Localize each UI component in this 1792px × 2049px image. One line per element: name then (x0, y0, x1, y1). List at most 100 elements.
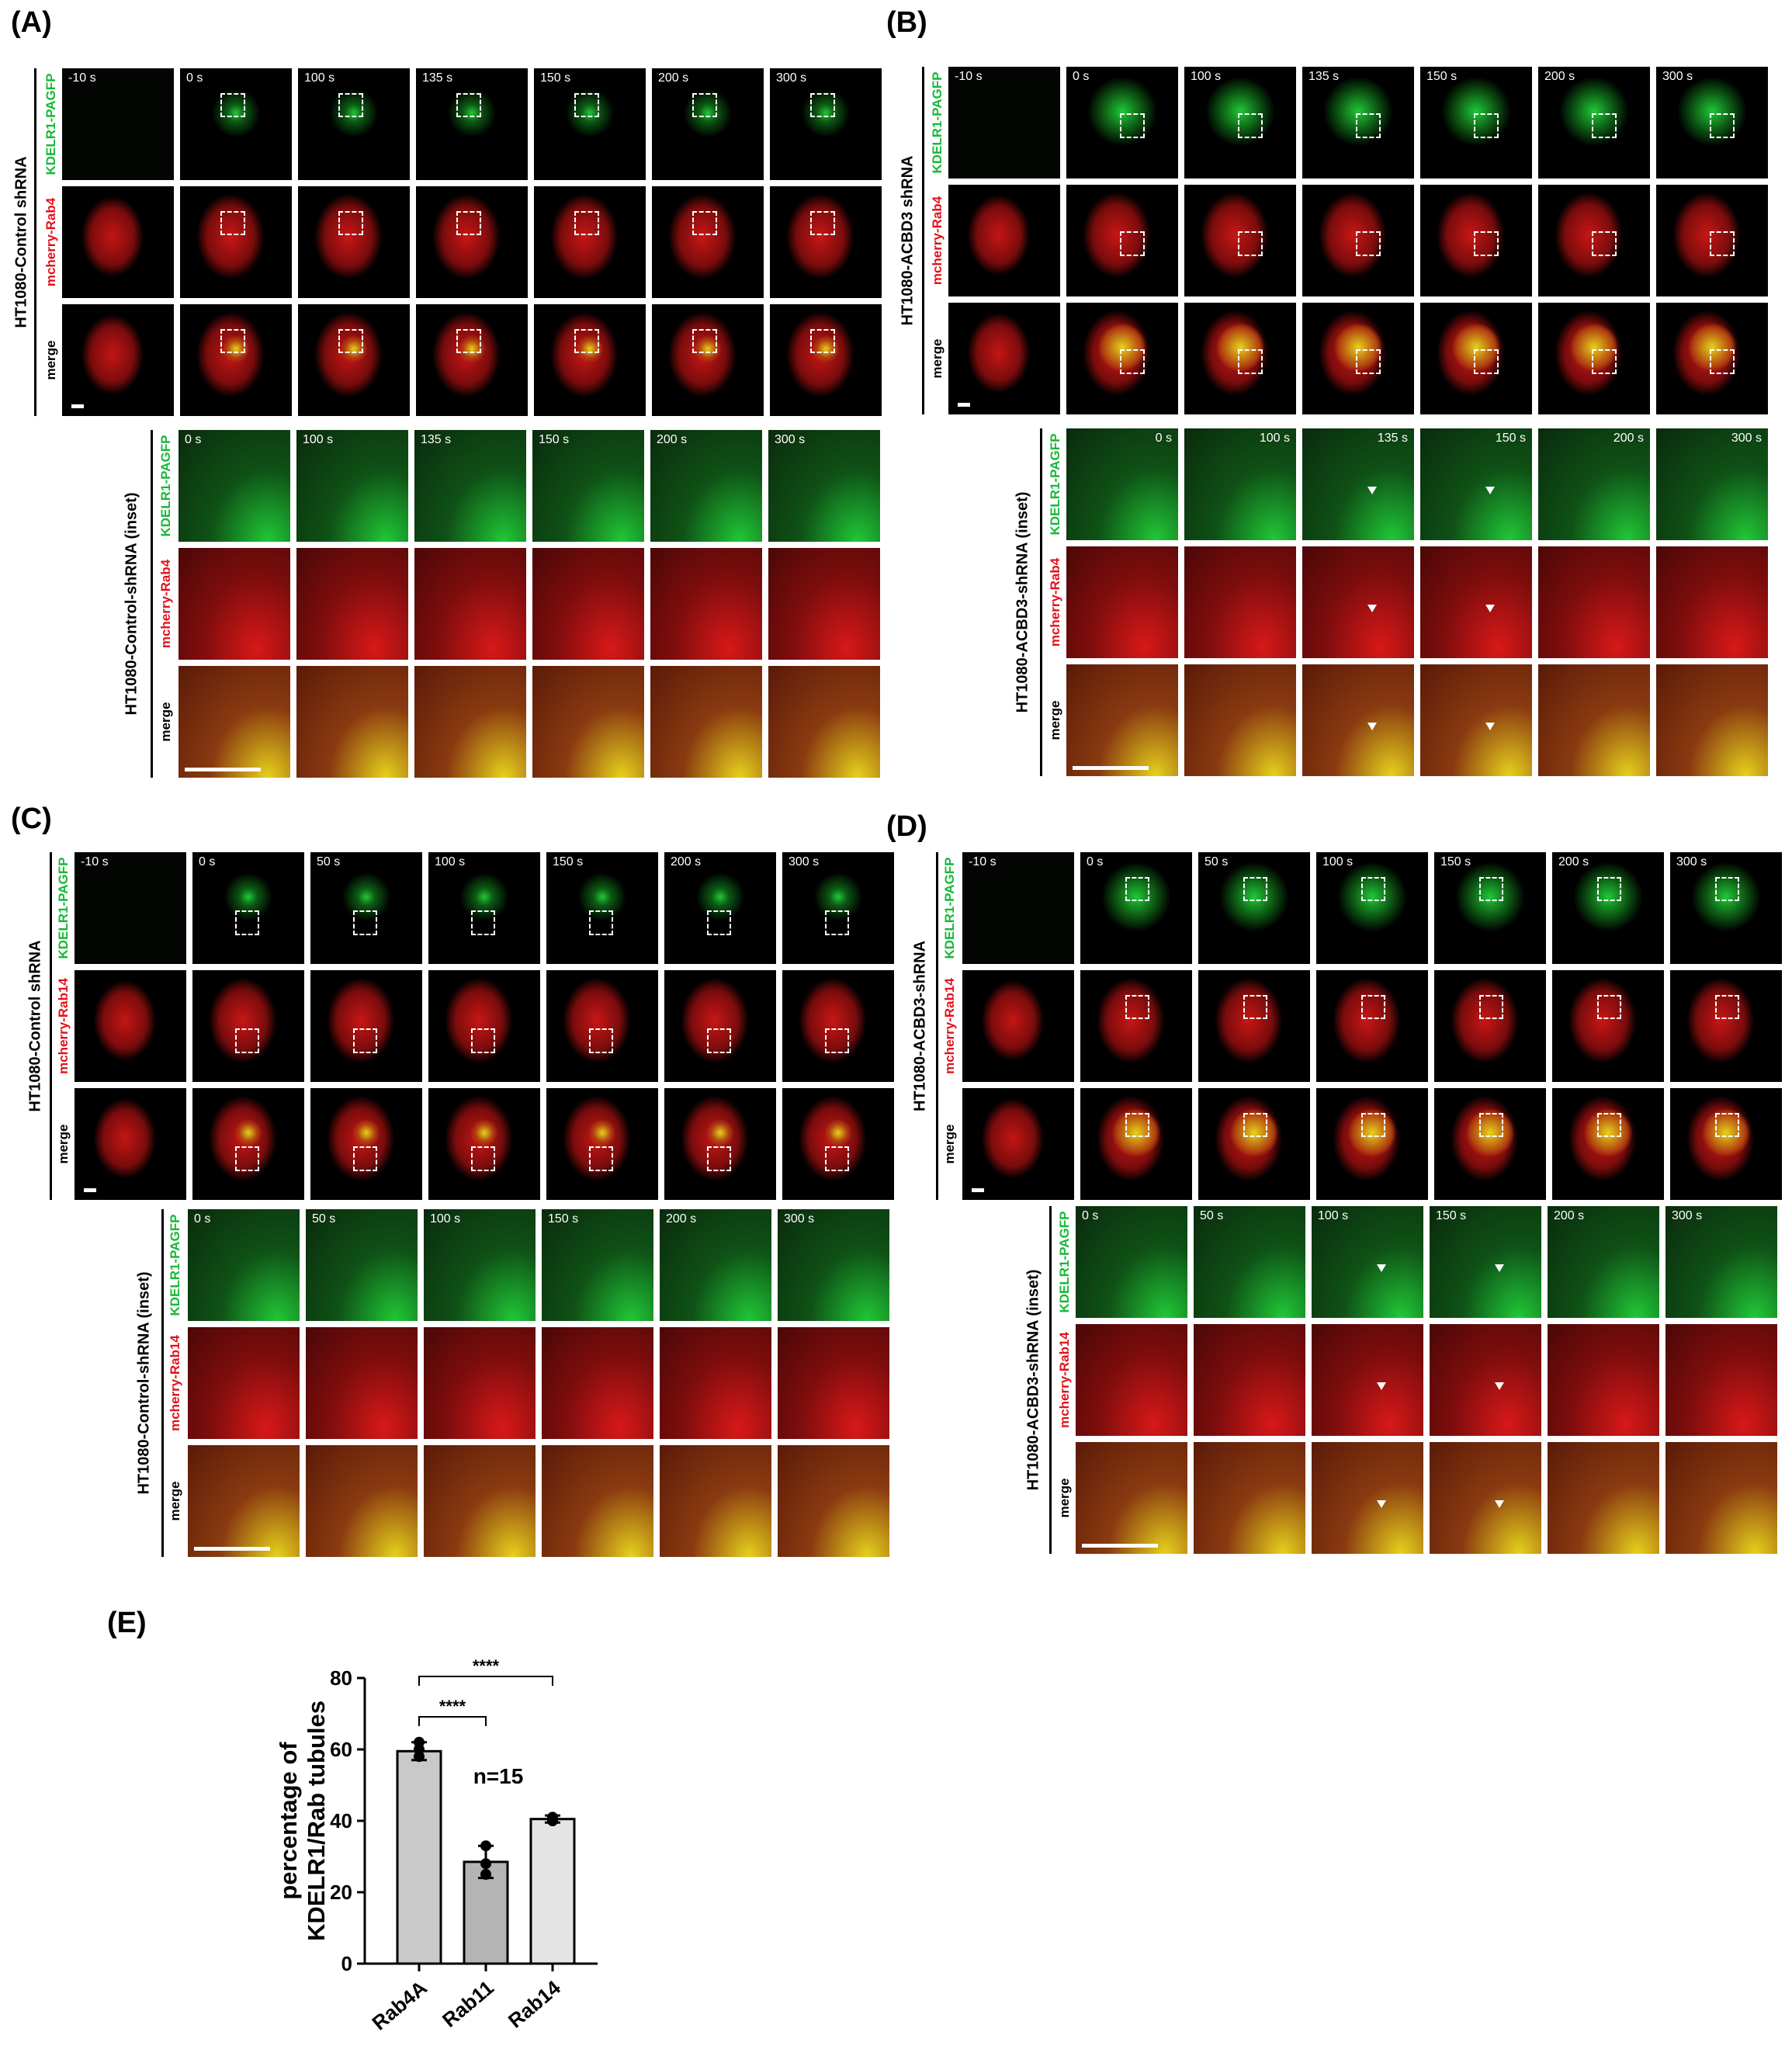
time-label: 0 s (194, 1212, 211, 1226)
channel-label: KDELR1-PAGFP (930, 71, 945, 174)
micrograph-tile: 0 s (192, 852, 304, 964)
inset-box (1714, 1112, 1740, 1138)
time-label: 135 s (1308, 70, 1340, 83)
inset-box (220, 92, 245, 118)
micrograph-tile (180, 186, 292, 298)
micrograph-tile (192, 970, 304, 1082)
arrowhead-marker (1376, 1499, 1386, 1508)
time-label: 150 s (1426, 70, 1458, 83)
inset-box (1120, 113, 1145, 139)
y-tick-label: 20 (330, 1881, 352, 1904)
time-label: 100 s (1191, 70, 1222, 83)
micrograph-tile: 50 s (310, 852, 422, 964)
time-label: 200 s (658, 71, 689, 85)
micrograph-tile: 300 s (768, 430, 880, 542)
data-point (547, 1812, 558, 1823)
data-point (547, 1813, 558, 1825)
time-label: 200 s (666, 1212, 697, 1226)
y-tick-label: 80 (330, 1666, 352, 1690)
time-label: 135 s (422, 71, 453, 85)
micrograph-tile (948, 185, 1060, 296)
micrograph-tile (1656, 664, 1768, 776)
micrograph-tile (192, 1088, 304, 1200)
time-label: 100 s (430, 1212, 461, 1226)
micrograph-tile (1066, 185, 1178, 296)
significance-bracket (418, 1676, 553, 1686)
time-label: 150 s (1436, 1209, 1467, 1222)
time-label: 0 s (185, 433, 202, 446)
inset-box (1478, 876, 1504, 902)
inset-box (338, 328, 363, 354)
micrograph-tile (770, 304, 882, 416)
micrograph-tile: 200 s (652, 68, 764, 180)
arrowhead-marker (1485, 722, 1495, 730)
channel-label: KDELR1-PAGFP (43, 73, 58, 175)
inset-box (1596, 1112, 1622, 1138)
micrograph-tile (428, 970, 540, 1082)
scale-bar (972, 1188, 984, 1192)
micrograph-tile (768, 666, 880, 778)
micrograph-tile (298, 186, 410, 298)
micrograph-tile: 150 s (1420, 428, 1532, 540)
bracket-line (34, 68, 36, 416)
micrograph-tile: 300 s (1656, 67, 1768, 179)
inset-box (1238, 349, 1263, 375)
micrograph-tile: 135 s (414, 430, 526, 542)
micrograph-tile: 135 s (416, 68, 528, 180)
micrograph-tile (310, 970, 422, 1082)
micrograph-tile (546, 1088, 658, 1200)
micrograph-tile (1434, 970, 1546, 1082)
time-label: 100 s (304, 71, 335, 85)
micrograph-tile (542, 1327, 653, 1439)
micrograph-tile (778, 1445, 889, 1557)
time-label: 0 s (1087, 855, 1104, 868)
inset-box (1360, 994, 1386, 1020)
inset-box (1474, 349, 1499, 375)
micrograph-tile: 100 s (424, 1209, 536, 1321)
micrograph-tile (532, 548, 644, 660)
micrograph-tile (1302, 546, 1414, 658)
bracket-line (1049, 1206, 1052, 1554)
inset-box (1710, 231, 1735, 257)
data-point (414, 1751, 425, 1763)
micrograph-tile (1665, 1324, 1777, 1436)
inset-box (338, 92, 363, 118)
micrograph-tile: 300 s (770, 68, 882, 180)
micrograph-tile (416, 304, 528, 416)
bar-rab4a (396, 1749, 442, 1965)
scale-bar (71, 404, 84, 408)
data-point (480, 1858, 491, 1870)
inset-box (1474, 231, 1499, 257)
micrograph-tile (1302, 185, 1414, 296)
channel-label: merge (43, 340, 58, 380)
micrograph-tile (1552, 1088, 1664, 1200)
inset-box (220, 210, 245, 236)
micrograph-tile (188, 1445, 300, 1557)
inset-box (456, 210, 481, 236)
time-label: 200 s (1544, 70, 1575, 83)
micrograph-tile (650, 548, 762, 660)
bracket-line (1040, 428, 1042, 776)
time-label: 50 s (1200, 1209, 1224, 1222)
micrograph-tile (1656, 546, 1768, 658)
time-label: -10 s (969, 855, 997, 868)
time-label: 300 s (776, 71, 807, 85)
inset-box (1125, 994, 1150, 1020)
inset-box (1356, 113, 1381, 139)
inset-box (1592, 113, 1617, 139)
y-axis-label-line2: KDELR1/Rab tubules (303, 1701, 330, 1941)
inset-box (706, 910, 732, 935)
micrograph-tile (416, 186, 528, 298)
time-label: 150 s (540, 71, 571, 85)
micrograph-tile: 0 s (180, 68, 292, 180)
micrograph-tile: -10 s (75, 852, 186, 964)
arrowhead-marker (1367, 486, 1377, 494)
micrograph-tile (1066, 303, 1178, 414)
micrograph-tile (652, 304, 764, 416)
time-label: 300 s (1672, 1209, 1703, 1222)
micrograph-tile (414, 666, 526, 778)
channel-label: mcherry-Rab4 (158, 559, 173, 649)
arrowhead-marker (1376, 1382, 1386, 1390)
micrograph-tile (298, 304, 410, 416)
inset-box (809, 210, 835, 236)
